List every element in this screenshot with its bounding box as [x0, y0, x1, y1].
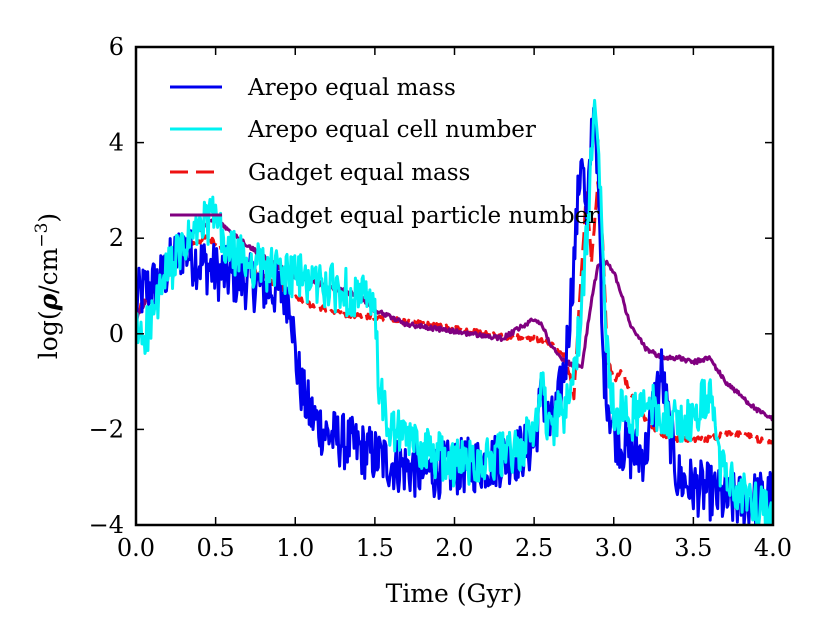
tick-labels-layer: 0.0 0.5 1.0 1.5 2.0 2.5 3.0 3.5 4.0 −4 −2 0 2 4 6 [89, 33, 792, 562]
x-tick-label: 1.5 [356, 534, 394, 562]
series-layer [136, 98, 773, 525]
x-tick-label: 2.0 [435, 534, 473, 562]
legend-label-gadget-equal-particle-number: Gadget equal particle number [248, 203, 599, 229]
x-tick-label: 1.0 [276, 534, 314, 562]
y-tick-label: −4 [89, 511, 124, 539]
y-tick-label: 0 [109, 320, 124, 348]
y-tick-label: 4 [109, 129, 124, 157]
legend-label-arepo-equal-cell-number: Arepo equal cell number [247, 117, 536, 143]
legend: Arepo equal mass Arepo equal cell number… [170, 75, 599, 229]
y-axis-title: log(ρ/cm−3) [32, 213, 63, 359]
x-axis-title: Time (Gyr) [386, 579, 523, 608]
y-tick-label: 6 [109, 33, 124, 61]
x-tick-label: 4.0 [754, 534, 792, 562]
x-tick-label: 0.5 [197, 534, 235, 562]
x-tick-label: 2.5 [515, 534, 553, 562]
ticks-layer [135, 46, 774, 526]
y-tick-label: −2 [89, 415, 124, 443]
x-tick-label: 0.0 [117, 534, 155, 562]
series-line-arepo-equal-cell-number [136, 98, 773, 525]
legend-label-arepo-equal-mass: Arepo equal mass [247, 75, 456, 101]
x-tick-label: 3.5 [674, 534, 712, 562]
legend-label-gadget-equal-mass: Gadget equal mass [248, 160, 470, 186]
y-tick-label: 2 [109, 224, 124, 252]
x-tick-label: 3.0 [595, 534, 633, 562]
